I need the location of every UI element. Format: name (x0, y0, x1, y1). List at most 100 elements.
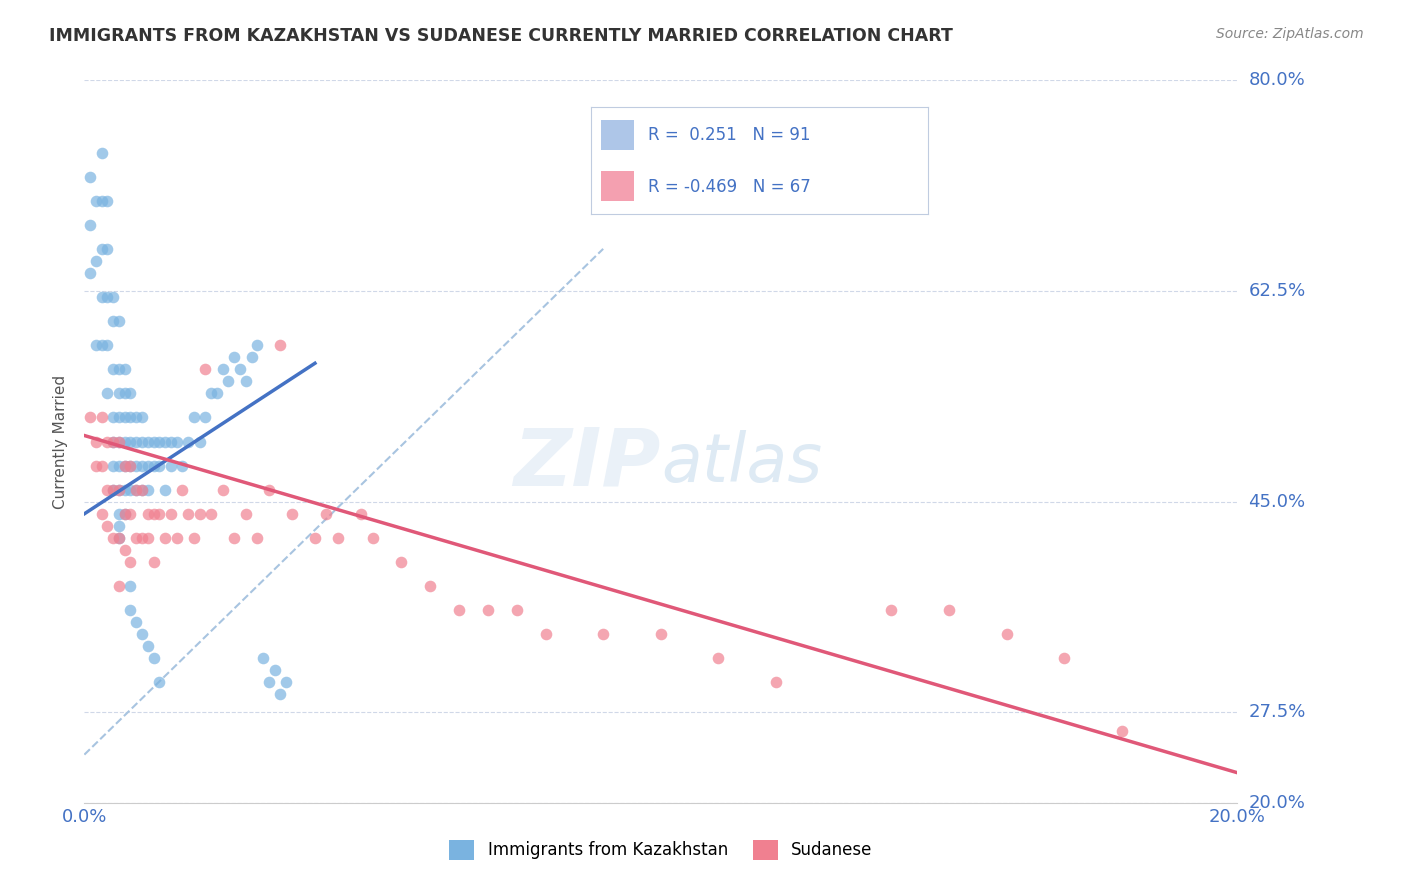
Point (125, 483, 148, 497)
Point (148, 507, 170, 521)
Point (131, 483, 153, 497)
Point (166, 434, 188, 449)
Text: 45.0%: 45.0% (1249, 492, 1306, 511)
Point (172, 483, 194, 497)
Point (183, 410, 205, 425)
Point (153, 434, 176, 449)
Point (160, 507, 183, 521)
Text: atlas: atlas (661, 430, 823, 496)
Point (506, 603, 529, 617)
Point (103, 434, 124, 449)
Point (108, 386, 131, 401)
Point (114, 386, 136, 401)
Point (90, 507, 112, 521)
Point (229, 362, 252, 376)
Point (211, 362, 233, 376)
Point (477, 603, 499, 617)
Point (218, 375, 240, 389)
Point (120, 386, 142, 401)
Point (79, 169, 101, 184)
Point (114, 410, 136, 425)
Point (592, 627, 614, 641)
Point (194, 410, 217, 425)
Point (361, 531, 384, 545)
Point (90, 338, 112, 352)
Text: IMMIGRANTS FROM KAZAKHSTAN VS SUDANESE CURRENTLY MARRIED CORRELATION CHART: IMMIGRANTS FROM KAZAKHSTAN VS SUDANESE C… (49, 27, 953, 45)
Point (995, 627, 1018, 641)
Point (120, 410, 142, 425)
Point (211, 483, 233, 497)
Point (136, 531, 159, 545)
Point (96, 519, 118, 533)
Point (269, 688, 291, 702)
Point (938, 603, 960, 617)
Point (125, 410, 148, 425)
Point (257, 675, 280, 690)
Point (96, 338, 118, 352)
Point (84, 194, 107, 208)
Point (315, 507, 337, 521)
Point (114, 507, 136, 521)
Y-axis label: Currently Married: Currently Married (53, 375, 69, 508)
Point (188, 507, 211, 521)
Point (90, 194, 112, 208)
Point (108, 519, 131, 533)
Point (90, 410, 112, 425)
Text: R =  0.251   N = 91: R = 0.251 N = 91 (648, 127, 810, 145)
Point (246, 531, 269, 545)
Point (136, 507, 159, 521)
Text: 27.5%: 27.5% (1249, 704, 1306, 722)
Point (120, 434, 142, 449)
Point (148, 434, 170, 449)
Point (108, 531, 131, 545)
Point (114, 483, 136, 497)
Point (391, 555, 413, 569)
Point (131, 458, 153, 473)
Point (1053, 651, 1076, 665)
Point (148, 458, 170, 473)
Point (90, 290, 112, 304)
Point (136, 458, 159, 473)
Point (103, 362, 124, 376)
Point (160, 458, 183, 473)
Point (84, 458, 107, 473)
Bar (600, 120, 634, 150)
Point (281, 507, 304, 521)
Text: 62.5%: 62.5% (1249, 282, 1306, 300)
Point (183, 531, 205, 545)
Point (125, 531, 148, 545)
Point (96, 242, 118, 256)
Point (235, 507, 257, 521)
Point (120, 555, 142, 569)
Point (142, 555, 165, 569)
Point (263, 664, 285, 678)
Text: ZIP: ZIP (513, 425, 661, 502)
Point (114, 542, 136, 557)
Point (142, 458, 165, 473)
Point (131, 531, 153, 545)
Point (125, 615, 148, 630)
Point (79, 218, 101, 232)
Point (90, 145, 112, 160)
Point (90, 242, 112, 256)
Point (131, 627, 153, 641)
Point (326, 531, 349, 545)
Point (224, 531, 246, 545)
Point (103, 434, 124, 449)
Point (108, 507, 131, 521)
Point (142, 651, 165, 665)
Point (534, 627, 557, 641)
Point (120, 507, 142, 521)
Point (108, 531, 131, 545)
Point (108, 483, 131, 497)
Point (103, 483, 124, 497)
Point (84, 254, 107, 268)
Point (103, 290, 124, 304)
Point (246, 338, 269, 352)
Point (114, 458, 136, 473)
Point (269, 338, 291, 352)
Point (765, 675, 787, 690)
Text: 80.0%: 80.0% (1249, 71, 1305, 89)
Point (103, 314, 124, 328)
Legend: Immigrants from Kazakhstan, Sudanese: Immigrants from Kazakhstan, Sudanese (443, 833, 879, 867)
